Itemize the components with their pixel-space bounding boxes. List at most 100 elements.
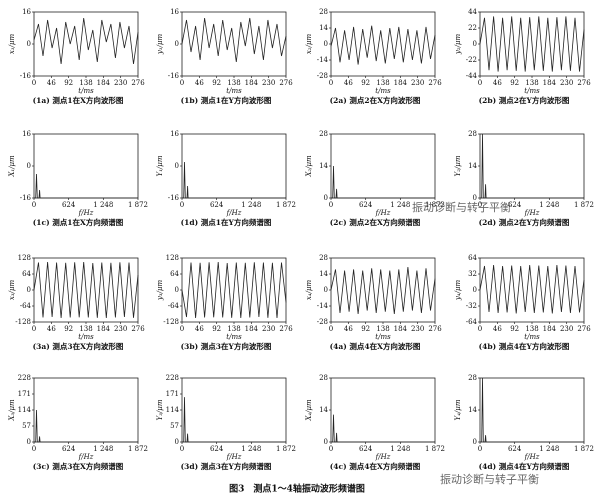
data-line xyxy=(33,261,139,319)
subplot-caption: (2c) 测点2在X方向频谱图 xyxy=(330,217,421,227)
x-tick-label: 230 xyxy=(262,325,275,333)
y-tick-label: -64 xyxy=(20,302,32,310)
plot-frame xyxy=(181,133,287,199)
data-line xyxy=(33,17,139,65)
x-tick-label: 138 xyxy=(227,79,240,87)
x-tick-label: 92 xyxy=(361,79,370,87)
y-tick-label: -16 xyxy=(168,72,180,80)
y-axis-label: y₁/μm xyxy=(156,33,164,55)
x-tick-label: 46 xyxy=(47,325,56,333)
x-tick-label: 138 xyxy=(79,79,92,87)
data-line xyxy=(182,397,286,443)
x-tick-label: 0 xyxy=(180,325,184,333)
x-tick-label: 1 872 xyxy=(574,201,594,209)
y-axis-label: x₂/μm xyxy=(305,33,313,54)
data-line xyxy=(181,261,287,319)
y-tick-label: 28 xyxy=(468,374,477,382)
x-tick-label: 46 xyxy=(344,79,353,87)
data-line xyxy=(331,165,435,199)
x-tick-label: 138 xyxy=(79,325,92,333)
x-tick-label: 1 248 xyxy=(241,445,261,453)
x-tick-label: 0 xyxy=(329,201,333,209)
x-axis-label: t/ms xyxy=(226,333,242,341)
x-tick-label: 46 xyxy=(493,79,502,87)
subplot-caption: (1d) 测点1在Y方向频谱图 xyxy=(181,217,272,227)
x-tick-label: 624 xyxy=(62,201,76,209)
y-tick-label: -22 xyxy=(466,56,477,64)
y-tick-label: 28 xyxy=(468,130,477,138)
subplot-caption: (2b) 测点2在Y方向波形图 xyxy=(479,95,570,105)
x-axis-label: t/ms xyxy=(78,87,94,95)
x-tick-label: 1 872 xyxy=(128,201,148,209)
x-tick-label: 184 xyxy=(543,79,557,87)
y-tick-label: 0 xyxy=(175,162,179,170)
x-tick-label: 276 xyxy=(428,325,442,333)
subplot-caption: (4d) 测点4在Y方向频谱图 xyxy=(479,461,570,471)
data-line xyxy=(330,267,436,315)
y-tick-label: 0 xyxy=(473,286,477,294)
y-tick-label: 228 xyxy=(166,374,179,382)
y-tick-label: -64 xyxy=(466,318,478,326)
y-tick-label: 114 xyxy=(166,406,180,414)
x-tick-label: 0 xyxy=(478,445,482,453)
x-tick-label: 1 872 xyxy=(425,445,445,453)
y-tick-label: 16 xyxy=(170,130,179,138)
subplot-caption: (1b) 测点1在Y方向波形图 xyxy=(181,95,272,105)
y-axis-label: X₂/μm xyxy=(305,155,313,178)
y-tick-label: 64 xyxy=(22,270,31,278)
x-tick-label: 92 xyxy=(64,79,73,87)
y-tick-label: 128 xyxy=(18,254,31,262)
x-tick-label: 230 xyxy=(262,79,275,87)
y-tick-label: 171 xyxy=(166,390,179,398)
subplot-caption: (3a) 测点3在X方向波形图 xyxy=(33,341,124,351)
data-line xyxy=(330,25,436,65)
plot-frame xyxy=(33,11,139,77)
x-tick-label: 184 xyxy=(394,325,408,333)
y-tick-label: -28 xyxy=(317,318,328,326)
x-tick-label: 138 xyxy=(525,325,538,333)
y-tick-label: 14 xyxy=(319,406,328,414)
y-tick-label: 0 xyxy=(324,438,328,446)
y-tick-label: 28 xyxy=(319,254,328,262)
y-tick-label: 64 xyxy=(170,270,179,278)
x-tick-label: 624 xyxy=(359,201,373,209)
x-tick-label: 624 xyxy=(508,201,522,209)
x-tick-label: 1 248 xyxy=(539,445,559,453)
y-tick-label: 64 xyxy=(468,254,477,262)
x-tick-label: 1 248 xyxy=(93,445,113,453)
x-tick-label: 276 xyxy=(428,79,442,87)
x-tick-label: 46 xyxy=(493,325,502,333)
plot-frame xyxy=(181,377,287,443)
x-tick-label: 0 xyxy=(180,79,184,87)
y-tick-label: 32 xyxy=(468,270,477,278)
y-tick-label: -32 xyxy=(466,302,477,310)
subplot-caption: (4b) 测点4在Y方向波形图 xyxy=(479,341,570,351)
x-tick-label: 230 xyxy=(560,325,573,333)
x-tick-label: 0 xyxy=(32,445,36,453)
x-tick-label: 276 xyxy=(131,325,145,333)
subplot-caption: (4c) 测点4在X方向频谱图 xyxy=(330,461,421,471)
x-tick-label: 276 xyxy=(279,79,293,87)
y-tick-label: -64 xyxy=(168,302,180,310)
y-tick-label: 0 xyxy=(27,286,31,294)
y-tick-label: 16 xyxy=(22,130,31,138)
y-tick-label: -14 xyxy=(317,56,329,64)
x-tick-label: 230 xyxy=(560,79,573,87)
y-tick-label: 0 xyxy=(27,40,31,48)
y-tick-label: 28 xyxy=(319,374,328,382)
x-tick-label: 184 xyxy=(543,325,557,333)
x-tick-label: 46 xyxy=(195,79,204,87)
y-axis-label: Y₁/μm xyxy=(156,155,164,176)
y-tick-label: 228 xyxy=(18,374,31,382)
x-tick-label: 1 248 xyxy=(390,445,410,453)
y-tick-label: 0 xyxy=(473,194,477,202)
subplot-caption: (1a) 测点1在X方向波形图 xyxy=(33,95,124,105)
data-line xyxy=(331,414,435,443)
x-tick-label: 184 xyxy=(245,79,259,87)
y-tick-label: 0 xyxy=(324,286,328,294)
x-axis-label: t/ms xyxy=(226,87,242,95)
x-tick-label: 184 xyxy=(97,325,111,333)
y-axis-label: y₃/μm xyxy=(156,279,164,301)
y-tick-label: 14 xyxy=(319,162,328,170)
y-tick-label: -16 xyxy=(168,194,180,202)
